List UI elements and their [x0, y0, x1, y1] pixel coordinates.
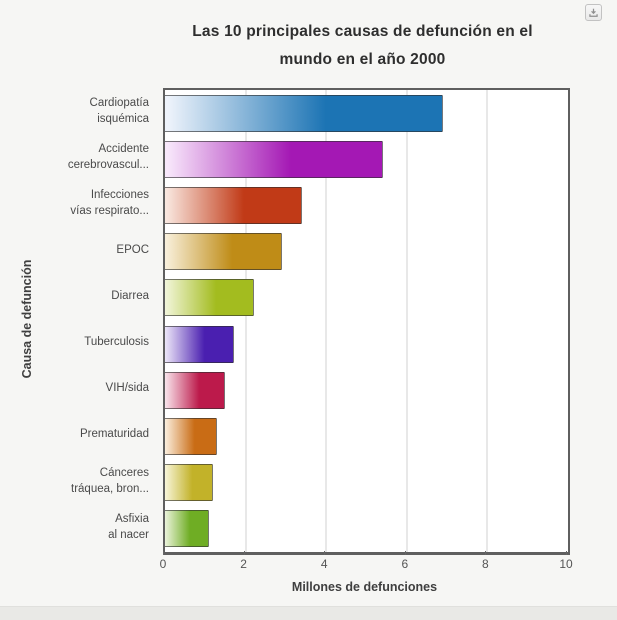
bar-1[interactable]: [165, 140, 383, 178]
bar-7[interactable]: [165, 418, 218, 455]
chart-title: Las 10 principales causas de defunción e…: [90, 18, 617, 74]
bar-0[interactable]: [165, 94, 444, 132]
category-label-7: Prematuridad: [79, 428, 149, 441]
bar-3[interactable]: [165, 233, 282, 271]
page-footer-strip: [0, 606, 617, 620]
x-axis-ticks: 0 2 4 6 8 10: [159, 551, 573, 573]
chart-title-line2: mundo en el año 2000: [279, 51, 446, 68]
x-tick-mark: [324, 551, 326, 555]
gridline: [325, 90, 327, 552]
bar-4[interactable]: [165, 279, 254, 317]
x-tick-label-6: 6: [401, 557, 409, 571]
category-label-3: EPOC: [116, 243, 149, 256]
x-tick-mark: [566, 551, 567, 555]
y-axis-labels: Cardiopatía isquémica Accidente cerebrovasc…: [0, 88, 156, 550]
category-label-6: VIH/sida: [105, 382, 149, 395]
plot-area: [163, 88, 570, 555]
x-tick-mark: [243, 551, 245, 555]
chart-title-line1: Las 10 principales causas de defunción e…: [192, 23, 533, 40]
x-tick-label-10: 10: [559, 557, 573, 571]
gridline: [406, 90, 408, 552]
download-button[interactable]: [585, 4, 602, 21]
x-tick-mark: [404, 551, 406, 555]
bar-6[interactable]: [165, 371, 226, 409]
x-tick-mark: [485, 551, 487, 555]
bar-9[interactable]: [165, 510, 210, 548]
category-label-2: Infecciones vías respirato...: [70, 189, 149, 218]
category-label-1: Accidente cerebrovascul...: [67, 143, 149, 172]
x-tick-mark: [163, 551, 164, 555]
category-label-9: Asfixia al nacer: [108, 512, 149, 541]
bar-2[interactable]: [165, 187, 303, 224]
gridline: [245, 90, 247, 552]
category-label-8: Cánceres tráquea, bron...: [71, 466, 149, 495]
category-label-4: Diarrea: [111, 289, 149, 302]
bar-5[interactable]: [165, 325, 234, 363]
bar-8[interactable]: [165, 464, 214, 502]
x-tick-label-4: 4: [320, 557, 328, 571]
gridline: [486, 90, 488, 552]
x-axis-title: Millones de defunciones: [291, 580, 438, 594]
category-label-5: Tuberculosis: [84, 336, 149, 349]
download-icon: [588, 7, 599, 18]
x-tick-label-0: 0: [159, 557, 167, 571]
x-tick-label-8: 8: [482, 557, 489, 571]
category-label-0: Cardiopatía isquémica: [89, 97, 149, 126]
x-tick-label-2: 2: [240, 557, 247, 571]
